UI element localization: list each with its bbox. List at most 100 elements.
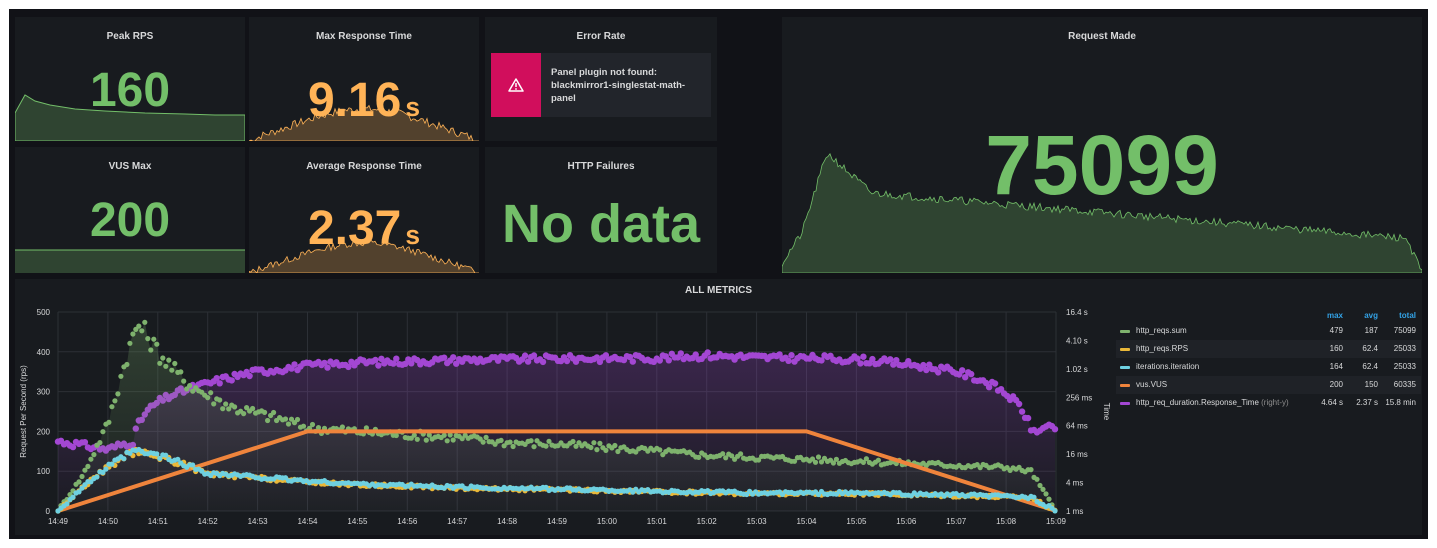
data-point (791, 458, 798, 464)
legend-avg: 62.4 (1362, 362, 1378, 371)
legend-item[interactable]: http_reqs.sum 479 187 75099 (1116, 322, 1421, 340)
data-point (271, 409, 277, 416)
x-tick-label: 15:09 (1046, 517, 1067, 526)
x-tick-label: 14:55 (347, 517, 368, 526)
data-point (962, 374, 969, 381)
data-point (1034, 476, 1040, 482)
data-point (130, 331, 136, 337)
y-right-tick-label: 4 ms (1066, 479, 1083, 488)
data-point (390, 360, 397, 367)
error-rate-panel[interactable]: Error Rate Panel plugin not found: black… (485, 17, 717, 141)
data-point (447, 432, 453, 438)
legend-avg: 187 (1364, 326, 1378, 335)
panel-title: Average Response Time (306, 161, 422, 172)
y-left-axis-label: Request Per Second (rps) (19, 365, 28, 458)
data-point (70, 494, 76, 500)
peak-rps-panel[interactable]: Peak RPS 160 (15, 17, 245, 141)
data-point (588, 444, 594, 451)
data-point (103, 466, 109, 472)
data-point (339, 424, 345, 430)
data-point (363, 425, 369, 431)
data-point (1046, 496, 1052, 502)
max-response-time-panel[interactable]: Max Response Time 9.16 s (249, 17, 479, 141)
data-point (288, 416, 295, 422)
data-point (524, 358, 532, 365)
data-point (570, 438, 576, 445)
data-point (265, 417, 271, 424)
x-tick-label: 15:04 (796, 517, 817, 526)
http-failures-panel[interactable]: HTTP Failures No data (485, 147, 717, 273)
legend-max: 479 (1329, 326, 1343, 335)
all-metrics-chart: 0 100 200 300 400 500 1 ms 4 ms 16 ms 64 ms 256 ms… (19, 308, 1111, 526)
data-point (378, 355, 385, 362)
data-point (64, 501, 70, 507)
legend-header-avg[interactable]: avg (1364, 311, 1378, 320)
data-point (154, 451, 160, 457)
legend-swatch (1120, 366, 1130, 369)
panel-title: Peak RPS (106, 31, 154, 42)
average-response-time-panel[interactable]: Average Response Time 2.37 s (249, 147, 479, 273)
data-point (408, 360, 415, 367)
data-point (530, 352, 538, 359)
data-point (309, 421, 316, 428)
data-point (985, 384, 993, 391)
data-point (863, 456, 870, 462)
data-point (756, 457, 762, 463)
data-point (324, 364, 331, 371)
x-tick-label: 14:49 (48, 517, 69, 526)
legend-item[interactable]: http_reqs.RPS 160 62.4 25033 (1116, 340, 1421, 358)
data-point (968, 370, 975, 378)
data-point (1028, 467, 1034, 473)
data-point (393, 432, 399, 439)
vus-max-panel[interactable]: VUS Max 200 (15, 147, 245, 273)
data-point (830, 460, 837, 466)
sparkline (15, 249, 245, 273)
legend-header-max[interactable]: max (1326, 311, 1343, 320)
data-point (88, 456, 94, 462)
data-point (414, 436, 420, 442)
data-point (615, 448, 621, 455)
data-point (483, 434, 489, 440)
data-point (591, 440, 597, 446)
series-iterations-iteration (55, 446, 1058, 514)
data-point (76, 489, 82, 495)
data-point (480, 439, 486, 445)
data-point (959, 367, 966, 374)
stat-value: 160 (89, 64, 171, 117)
legend-item[interactable]: http_req_duration.Response_Time (right-y… (1116, 394, 1421, 412)
data-point (163, 452, 169, 458)
data-point (441, 432, 447, 438)
legend-item[interactable]: iterations.iteration 164 62.4 25033 (1116, 358, 1421, 376)
data-point (109, 404, 115, 410)
data-point (190, 462, 196, 468)
data-point (510, 443, 516, 450)
data-point (223, 401, 229, 407)
x-tick-label: 14:58 (497, 517, 518, 526)
legend-axis-note: (right-y) (1261, 398, 1289, 407)
data-point (602, 352, 610, 359)
data-point (854, 355, 861, 362)
data-point (91, 452, 97, 458)
legend-item[interactable]: vus.VUS 200 150 60335 (1116, 376, 1421, 394)
y-left-tick-label: 300 (37, 388, 51, 397)
data-point (893, 357, 900, 364)
data-point (696, 454, 702, 460)
stat-number: 2.37 (307, 202, 402, 255)
request-made-panel[interactable]: Request Made 75099 (782, 17, 1422, 273)
data-point (250, 405, 256, 412)
data-point (217, 397, 223, 403)
data-point (521, 352, 529, 359)
data-point (145, 336, 151, 342)
x-tick-label: 14:56 (397, 517, 418, 526)
data-point (1037, 482, 1043, 489)
sparkline (249, 239, 479, 273)
data-point (626, 353, 634, 361)
data-point (79, 485, 85, 491)
data-point (704, 349, 711, 356)
y-right-tick-label: 16.4 s (1066, 308, 1088, 317)
panel-title: ALL METRICS (684, 285, 753, 296)
data-point (875, 457, 882, 463)
legend-header-total[interactable]: total (1399, 311, 1416, 320)
panel-title: Request Made (1068, 31, 1136, 42)
y-left-tick-label: 100 (37, 467, 51, 476)
